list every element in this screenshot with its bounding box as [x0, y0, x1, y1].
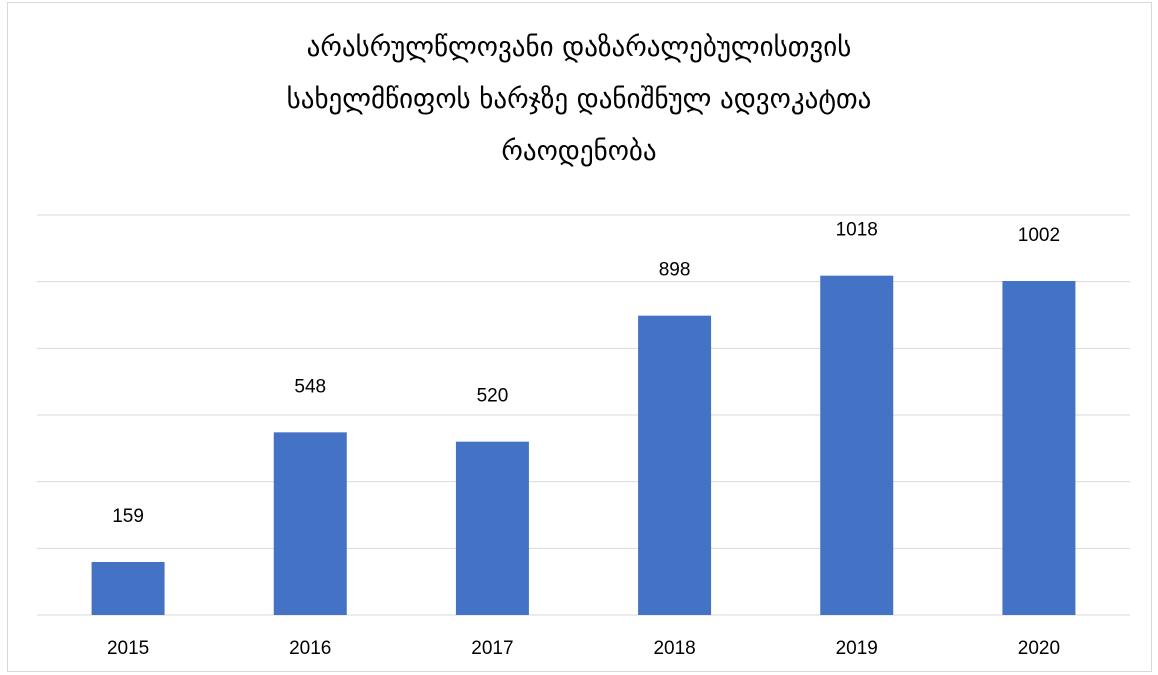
- chart-title-line-3: რაოდენობა: [501, 136, 657, 167]
- chart-title-line-2: სახელმწიფოს ხარჯზე დანიშნულ ადვოკატთა: [286, 84, 872, 115]
- bar-2015: [91, 562, 165, 615]
- data-label-2020: 1002: [1018, 225, 1060, 246]
- data-label-2018: 898: [659, 260, 691, 281]
- x-tick-label-2018: 2018: [653, 638, 695, 659]
- bar-2017: [455, 441, 529, 615]
- data-label-2015: 159: [112, 506, 144, 527]
- chart-frame: [7, 2, 1152, 672]
- data-label-2019: 1018: [836, 220, 878, 241]
- chart-title-line-1: არასრულწლოვანი დაზარალებულისთვის: [306, 32, 852, 63]
- x-tick-label-2017: 2017: [471, 638, 513, 659]
- bar-2016: [273, 432, 347, 615]
- bar-2020: [1002, 281, 1076, 615]
- x-tick-label-2015: 2015: [107, 638, 149, 659]
- bar-2019: [820, 275, 894, 615]
- data-labels: 159 548 520 898 1018 1002: [112, 220, 1060, 527]
- data-label-2017: 520: [477, 386, 509, 407]
- bars: [91, 275, 1076, 615]
- x-tick-label-2016: 2016: [289, 638, 331, 659]
- x-tick-label-2020: 2020: [1018, 638, 1060, 659]
- gridlines: [37, 214, 1130, 616]
- data-label-2016: 548: [294, 376, 326, 397]
- bar-2018: [638, 315, 712, 615]
- chart-title: არასრულწლოვანი დაზარალებულისთვის სახელმწ…: [0, 22, 1158, 178]
- x-tick-label-2019: 2019: [836, 638, 878, 659]
- x-axis-tick-labels: 2015 2016 2017 2018 2019 2020: [107, 638, 1060, 659]
